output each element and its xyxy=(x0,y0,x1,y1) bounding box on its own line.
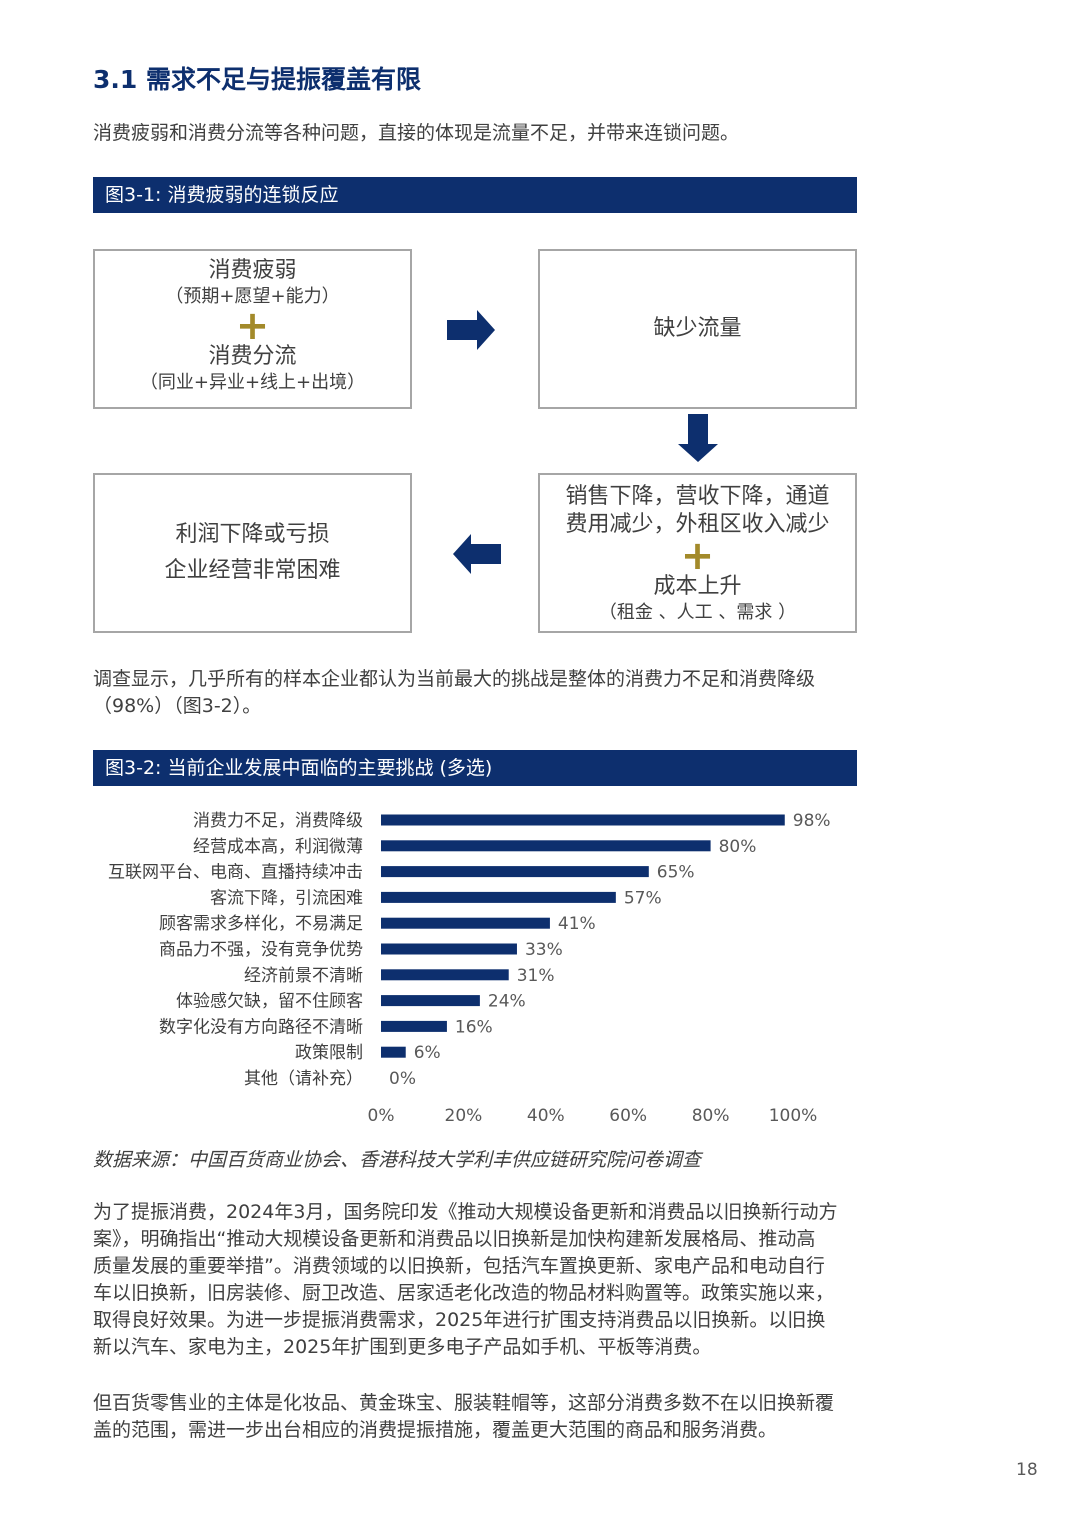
paragraph-line: 为了提振消费，2024年3月，国务院印发《推动大规模设备更新和消费品以旧换新行动… xyxy=(93,1201,838,1223)
category-label: 消费力不足，消费降级 xyxy=(193,811,363,831)
source-note: 数据来源：中国百货商业协会、香港科技大学利丰供应链研究院问卷调查 xyxy=(93,1149,702,1171)
arrow-right-icon xyxy=(447,310,495,350)
plus-icon: + xyxy=(680,533,715,579)
flow-box-sales-decline: 销售下降，营收下降，通道 费用减少，外租区收入减少 + 成本上升 （租金 、人工… xyxy=(538,473,857,633)
arrow-down-icon xyxy=(678,414,718,462)
value-label: 57% xyxy=(624,888,662,908)
category-label: 体验感欠缺，留不住顾客 xyxy=(176,992,363,1012)
x-tick-label: 40% xyxy=(527,1106,565,1126)
bar xyxy=(381,1046,406,1058)
x-tick-label: 100% xyxy=(769,1106,818,1126)
survey-line2: （98%）（图3-2）。 xyxy=(93,695,262,717)
value-label: 33% xyxy=(525,940,563,960)
retail-paragraph: 但百货零售业的主体是化妆品、黄金珠宝、服装鞋帽等，这部分消费多数不在以旧换新覆盖… xyxy=(93,1390,863,1444)
figure1-header: 图3-1: 消费疲弱的连锁反应 xyxy=(93,177,857,213)
box1-line4: （同业+异业+线上+出境） xyxy=(139,372,366,393)
section-title: 3.1 需求不足与提振覆盖有限 xyxy=(93,65,421,94)
box2-text: 缺少流量 xyxy=(653,316,742,341)
plus-icon: + xyxy=(235,303,270,349)
category-label: 政策限制 xyxy=(295,1043,363,1063)
bar xyxy=(381,840,711,852)
bar xyxy=(381,943,517,955)
value-label: 65% xyxy=(657,863,695,883)
paragraph-line: 案》，明确指出“推动大规模设备更新和消费品以旧换新是加快构建新发展格局、推动高 xyxy=(93,1228,816,1250)
challenges-bar-chart: 消费力不足，消费降级 98% 经营成本高，利润微薄 80% 互联网平台、电商、直播持续冲… xyxy=(108,811,831,1126)
bar xyxy=(381,814,785,826)
category-label: 商品力不强，没有竞争优势 xyxy=(159,940,363,960)
box3-line1: 销售下降，营收下降，通道 xyxy=(565,484,830,509)
box3-line3: 成本上升 xyxy=(653,574,742,599)
paragraph-line: 质量发展的重要举措”。消费领域的以旧换新，包括汽车置换更新、家电产品和电动自行 xyxy=(93,1255,825,1277)
paragraph-line: 取得良好效果。为进一步提振消费需求，2025年进行扩围支持消费品以旧换新。以旧换 xyxy=(93,1309,826,1331)
category-label: 客流下降，引流困难 xyxy=(210,888,363,908)
survey-paragraph: 调查显示，几乎所有的样本企业都认为当前最大的挑战是整体的消费力不足和消费降级 （… xyxy=(93,666,863,720)
x-tick-label: 0% xyxy=(368,1106,395,1126)
box1-line2: （预期+愿望+能力） xyxy=(165,286,340,307)
survey-line1: 调查显示，几乎所有的样本企业都认为当前最大的挑战是整体的消费力不足和消费降级 xyxy=(93,668,816,690)
box1-line3: 消费分流 xyxy=(208,344,297,369)
flow-box-lack-traffic: 缺少流量 xyxy=(538,249,857,409)
paragraph-line: 新以汽车、家电为主，2025年扩围到更多电子产品如手机、平板等消费。 xyxy=(93,1336,712,1358)
box4-line2: 企业经营非常困难 xyxy=(164,558,341,583)
page-number: 18 xyxy=(1016,1460,1038,1480)
figure2-header: 图3-2: 当前企业发展中面临的主要挑战 (多选) xyxy=(93,750,857,786)
bar xyxy=(381,969,509,981)
value-label: 80% xyxy=(719,837,757,857)
category-label: 顾客需求多样化，不易满足 xyxy=(159,914,363,934)
category-label: 互联网平台、电商、直播持续冲击 xyxy=(108,863,363,883)
paragraph-line: 车以旧换新，旧房装修、厨卫改造、居家适老化改造的物品材料购置等。政策实施以来， xyxy=(93,1282,835,1304)
arrow-left-icon xyxy=(453,534,501,574)
x-tick-label: 20% xyxy=(445,1106,483,1126)
box1-line1: 消费疲弱 xyxy=(208,258,297,283)
intro-paragraph: 消费疲弱和消费分流等各种问题，直接的体现是流量不足，并带来连锁问题。 xyxy=(93,122,740,144)
bar xyxy=(381,866,649,878)
category-label: 其他（请补充） xyxy=(244,1069,363,1089)
bar xyxy=(381,995,480,1007)
bar xyxy=(381,891,616,903)
category-label: 数字化没有方向路径不清晰 xyxy=(159,1017,363,1037)
value-label: 24% xyxy=(488,992,526,1012)
value-label: 6% xyxy=(414,1043,441,1063)
value-label: 0% xyxy=(389,1069,416,1089)
paragraph-line: 但百货零售业的主体是化妆品、黄金珠宝、服装鞋帽等，这部分消费多数不在以旧换新覆 xyxy=(93,1392,835,1414)
category-label: 经营成本高，利润微薄 xyxy=(193,837,363,857)
bar xyxy=(381,1020,447,1032)
category-label: 经济前景不清晰 xyxy=(244,966,363,986)
box4-line1: 利润下降或亏损 xyxy=(175,522,330,547)
box3-line2: 费用减少，外租区收入减少 xyxy=(565,512,830,537)
policy-paragraph: 为了提振消费，2024年3月，国务院印发《推动大规模设备更新和消费品以旧换新行动… xyxy=(93,1199,863,1361)
x-tick-label: 80% xyxy=(692,1106,730,1126)
value-label: 31% xyxy=(517,966,555,986)
value-label: 98% xyxy=(793,811,831,831)
paragraph-line: 盖的范围，需进一步出台相应的消费提振措施，覆盖更大范围的商品和服务消费。 xyxy=(93,1419,778,1441)
value-label: 16% xyxy=(455,1017,493,1037)
flow-box-consumption-weak: 消费疲弱 （预期+愿望+能力） + 消费分流 （同业+异业+线上+出境） xyxy=(93,249,412,409)
x-tick-label: 60% xyxy=(609,1106,647,1126)
bar xyxy=(381,917,550,929)
flow-box-profit-decline: 利润下降或亏损 企业经营非常困难 xyxy=(93,473,412,633)
value-label: 41% xyxy=(558,914,596,934)
box3-line4: （租金 、人工 、需求 ） xyxy=(598,602,797,623)
